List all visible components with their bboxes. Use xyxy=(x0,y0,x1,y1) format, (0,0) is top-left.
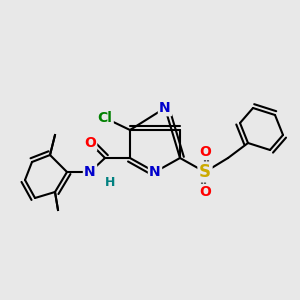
Text: O: O xyxy=(199,145,211,159)
Text: N: N xyxy=(159,101,171,115)
Text: Cl: Cl xyxy=(98,111,112,125)
Text: N: N xyxy=(84,165,96,179)
Text: N: N xyxy=(149,165,161,179)
Text: O: O xyxy=(199,185,211,199)
Text: H: H xyxy=(105,176,115,190)
Text: H: H xyxy=(105,176,115,190)
Text: S: S xyxy=(199,163,211,181)
Text: O: O xyxy=(84,136,96,150)
